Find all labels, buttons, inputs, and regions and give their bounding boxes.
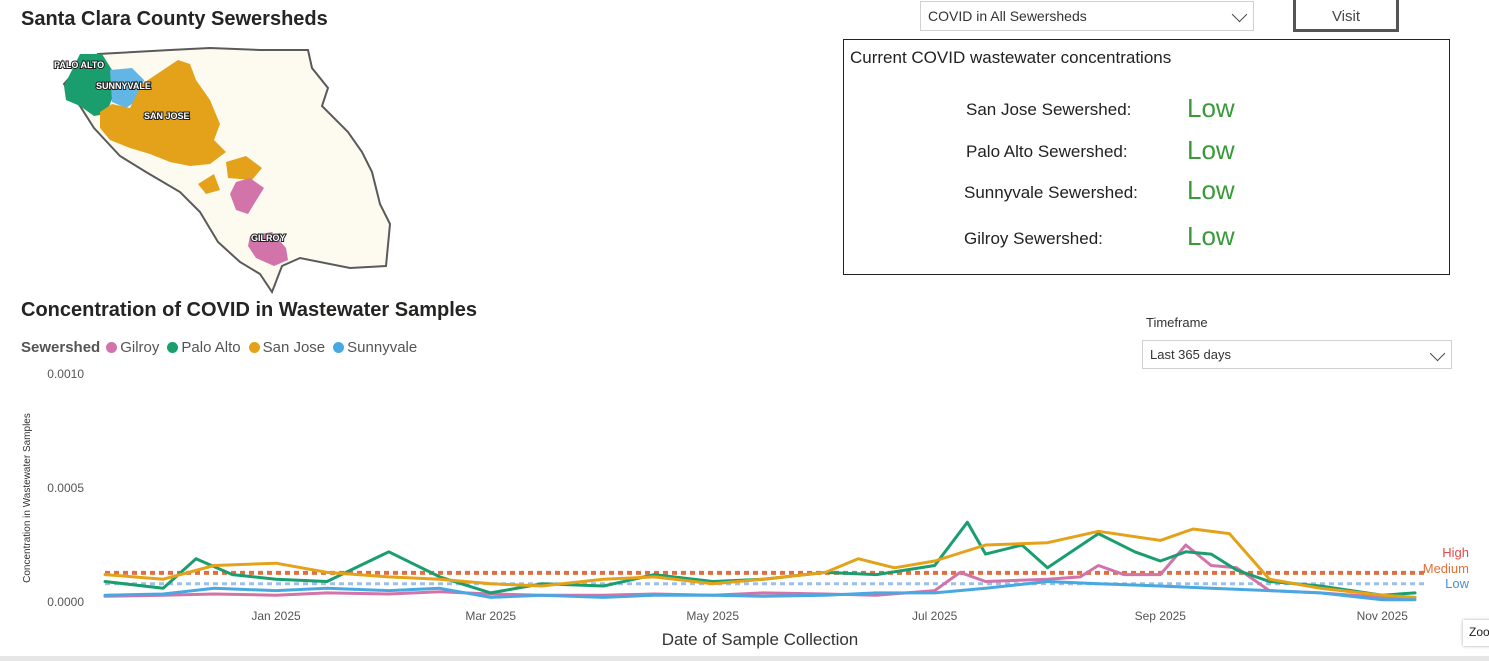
x-tick-label: Mar 2025 xyxy=(465,609,516,623)
legend-item-san-jose[interactable]: San Jose xyxy=(248,339,326,356)
timeframe-select-value: Last 365 days xyxy=(1150,347,1231,362)
legend-dot xyxy=(248,342,260,353)
legend-dot xyxy=(167,342,179,353)
y-tick-label: 0.0005 xyxy=(47,481,84,495)
chart-title: Concentration of COVID in Wastewater Sam… xyxy=(21,299,478,321)
level-value-palo-alto: Low xyxy=(1187,135,1235,165)
sewershed-select[interactable]: COVID in All Sewersheds xyxy=(920,1,1254,31)
chevron-down-icon xyxy=(1429,345,1446,361)
chevron-down-icon xyxy=(1231,6,1248,23)
level-label-san-jose: San Jose Sewershed: xyxy=(966,100,1132,119)
timeframe-label: Timeframe xyxy=(1146,315,1208,330)
x-tick-label: Jan 2025 xyxy=(251,609,301,623)
y-tick-label: 0.0010 xyxy=(47,367,84,381)
legend-item-sunnyvale[interactable]: Sunnyvale xyxy=(333,339,417,356)
x-tick-label: Sep 2025 xyxy=(1135,609,1187,623)
threshold-label-medium: Medium xyxy=(1423,561,1469,576)
level-label-sunnyvale: Sunnyvale Sewershed: xyxy=(964,183,1138,202)
legend-title: Sewershed xyxy=(21,339,101,356)
visit-button[interactable]: Visit xyxy=(1293,0,1399,32)
series-line-sunnyvale xyxy=(103,580,1417,602)
legend-dot xyxy=(333,342,345,353)
san-jose-region xyxy=(100,60,226,166)
sewershed-map[interactable]: PALO ALTO SUNNYVALE SAN JOSE GILROY xyxy=(50,44,395,296)
san-jose-south-region xyxy=(198,156,262,194)
level-value-gilroy: Low xyxy=(1187,221,1235,251)
legend-label: San Jose xyxy=(262,339,326,356)
map-label-palo-alto: PALO ALTO xyxy=(54,60,104,70)
x-axis-title: Date of Sample Collection xyxy=(662,630,859,649)
series-line-san-jose xyxy=(103,527,1417,599)
current-levels-title: Current COVID wastewater concentrations xyxy=(850,48,1172,67)
level-value-san-jose: Low xyxy=(1187,93,1235,123)
palo-alto-region xyxy=(64,54,114,116)
legend-item-gilroy[interactable]: Gilroy xyxy=(106,339,159,356)
map-label-san-jose: SAN JOSE xyxy=(144,111,190,121)
map-label-sunnyvale: SUNNYVALE xyxy=(96,81,151,91)
y-tick-label: 0.0000 xyxy=(47,595,84,609)
morgan-hill-region xyxy=(230,178,264,214)
level-label-palo-alto: Palo Alto Sewershed: xyxy=(966,142,1128,161)
timeframe-select[interactable]: Last 365 days xyxy=(1142,340,1452,369)
series-line-palo-alto xyxy=(103,520,1417,597)
level-label-gilroy: Gilroy Sewershed: xyxy=(964,229,1103,248)
x-tick-label: May 2025 xyxy=(686,609,739,623)
legend-label: Palo Alto xyxy=(181,339,241,356)
chart-legend: Sewershed Gilroy Palo Alto San Jose Sunn… xyxy=(21,339,425,356)
level-value-sunnyvale: Low xyxy=(1187,175,1235,205)
x-tick-label: Nov 2025 xyxy=(1357,609,1409,623)
legend-label: Gilroy xyxy=(120,339,160,356)
map-label-gilroy: GILROY xyxy=(251,233,286,243)
gilroy-region xyxy=(248,232,288,266)
bottom-scrollbar xyxy=(0,656,1489,661)
threshold-label-high: High xyxy=(1442,545,1469,560)
legend-dot xyxy=(106,342,118,353)
zoom-button[interactable]: Zoo xyxy=(1463,620,1489,646)
map-title: Santa Clara County Sewersheds xyxy=(21,8,328,30)
legend-label: Sunnyvale xyxy=(347,339,418,356)
legend-item-palo-alto[interactable]: Palo Alto xyxy=(167,339,241,356)
current-levels-panel: Current COVID wastewater concentrations … xyxy=(843,39,1450,275)
sewershed-select-value: COVID in All Sewersheds xyxy=(928,8,1087,24)
threshold-label-low: Low xyxy=(1445,576,1469,591)
x-tick-label: Jul 2025 xyxy=(912,609,958,623)
y-axis-title: Concentration in Wastewater Samples xyxy=(22,413,33,583)
line-chart[interactable]: 0.0000 0.0005 0.0010 Jan 2025 Mar 2025 May 20… xyxy=(0,360,1489,656)
